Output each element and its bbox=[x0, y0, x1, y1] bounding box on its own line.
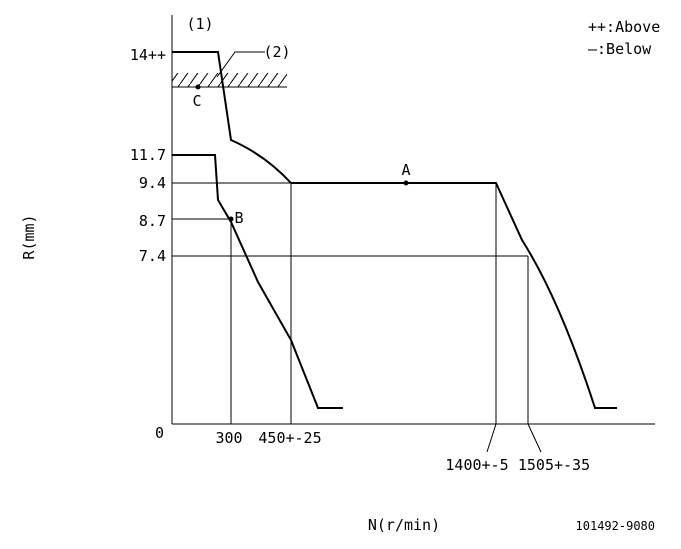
y-tick: 14++ bbox=[130, 46, 166, 64]
x-tick: 450+-25 bbox=[258, 429, 321, 447]
x-axis-label: N(r/min) bbox=[368, 516, 440, 534]
marker: B bbox=[234, 209, 243, 227]
points bbox=[195, 84, 409, 222]
legend-entry: —:Below bbox=[588, 40, 652, 58]
marker: (1) bbox=[186, 15, 213, 33]
limit-hatch bbox=[172, 51, 287, 88]
marker: (2) bbox=[263, 43, 290, 61]
marker: A bbox=[401, 161, 410, 179]
lower-curve bbox=[172, 154, 343, 409]
upper-curve bbox=[172, 51, 617, 409]
y-tick: 11.7 bbox=[130, 146, 166, 164]
guides bbox=[172, 182, 542, 453]
y-tick: 8.7 bbox=[139, 212, 166, 230]
x-tick: 1400+-5 bbox=[445, 456, 508, 474]
y-tick: 0 bbox=[155, 424, 164, 442]
y-axis-label: R(mm) bbox=[20, 214, 38, 259]
y-tick: 9.4 bbox=[139, 174, 166, 192]
x-tick: 300 bbox=[215, 429, 242, 447]
code: 101492-9080 bbox=[576, 519, 655, 533]
x-tick: 1505+-35 bbox=[518, 456, 590, 474]
legend-entry: ++:Above bbox=[588, 18, 660, 36]
y-tick: 7.4 bbox=[139, 247, 166, 265]
marker: C bbox=[192, 92, 201, 110]
